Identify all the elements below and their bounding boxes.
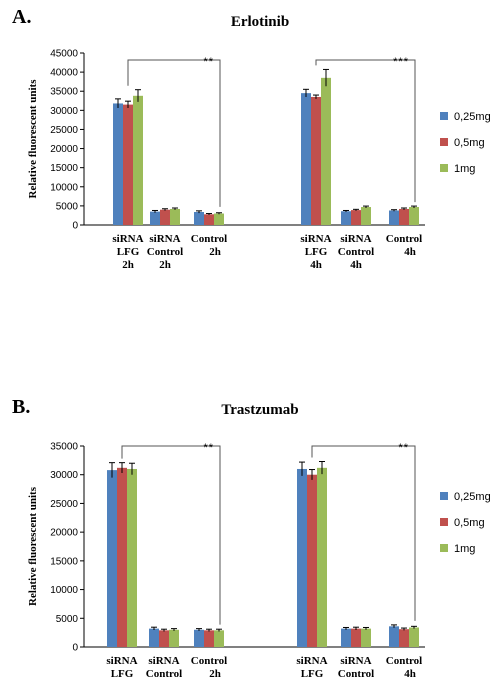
bar	[399, 629, 409, 647]
significance-label: **	[203, 442, 214, 454]
chart-title-a: Erlotinib	[230, 14, 290, 30]
bar-chart-a: 0 5000 10000 15000 20000 25000 30000 35000 40000…	[27, 49, 491, 272]
category-label: Control 4h	[386, 655, 422, 680]
y-axis-label: Relative fluorescent units	[27, 79, 39, 199]
chart-panel-a: A. Erlotinib 0 5000 10000 15000 20000 25000 30…	[0, 0, 500, 300]
legend-swatch	[440, 544, 448, 552]
bar	[399, 208, 409, 225]
bar-chart-b: 0 5000 10000 15000 20000 25000 30000 35000 Relat…	[27, 442, 491, 680]
bar	[113, 103, 123, 225]
category-label: Control 2h	[191, 233, 227, 258]
legend-label: 0,25mg	[454, 111, 491, 123]
y-tick-label: 25000	[50, 125, 78, 136]
bar	[149, 628, 159, 647]
y-tick-label: 45000	[50, 49, 78, 60]
category-label: Control 2h	[191, 655, 227, 680]
panel-letter-b: B.	[12, 396, 31, 418]
bar	[341, 211, 351, 225]
chart-title-b: Trastzumab	[221, 402, 299, 418]
bar	[117, 467, 127, 647]
bar	[107, 470, 117, 647]
bar	[123, 104, 133, 225]
y-tick-label: 15000	[50, 556, 78, 567]
bar	[361, 628, 371, 647]
bar	[307, 474, 317, 647]
significance-bracket	[121, 445, 221, 625]
panel-letter-a: A.	[12, 6, 32, 28]
category-label: Control 4h	[386, 233, 422, 258]
legend-swatch	[440, 518, 448, 526]
y-tick-label: 0	[72, 221, 78, 232]
y-tick-label: 5000	[56, 201, 79, 212]
bar	[133, 95, 143, 225]
bar	[361, 207, 371, 225]
y-tick-label: 15000	[50, 163, 78, 174]
legend-label: 0,5mg	[454, 517, 485, 529]
legend-label: 0,5mg	[454, 137, 485, 149]
bar	[170, 208, 180, 225]
y-tick-label: 5000	[56, 614, 79, 625]
significance-label: **	[398, 442, 409, 454]
bar	[127, 468, 137, 647]
bar	[204, 630, 214, 647]
y-tick-label: 20000	[50, 528, 78, 539]
bar	[389, 210, 399, 225]
chart-panel-b: B. Trastzumab 0 5000 10000 15000 20000 25000 3…	[0, 380, 500, 680]
bar	[351, 210, 361, 225]
significance-label: **	[203, 56, 214, 68]
bar	[297, 468, 307, 647]
bar	[311, 96, 321, 225]
bar	[169, 629, 179, 647]
bar	[150, 211, 160, 225]
y-tick-label: 10000	[50, 585, 78, 596]
bar	[204, 214, 214, 225]
bar	[194, 212, 204, 225]
significance-bracket	[311, 445, 416, 621]
bar	[409, 627, 419, 647]
y-tick-label: 0	[72, 643, 78, 654]
significance-label: ***	[393, 56, 409, 68]
legend-label: 0,25mg	[454, 491, 491, 503]
y-tick-label: 30000	[50, 106, 78, 117]
legend-swatch	[440, 164, 448, 172]
bar	[321, 77, 331, 225]
legend-swatch	[440, 112, 448, 120]
bar	[409, 207, 419, 225]
bar	[317, 467, 327, 647]
legend-label: 1mg	[454, 543, 475, 555]
bar	[214, 630, 224, 647]
significance-bracket	[127, 59, 221, 207]
bar	[351, 628, 361, 647]
significance-bracket	[315, 59, 416, 203]
legend-swatch	[440, 492, 448, 500]
y-tick-label: 25000	[50, 499, 78, 510]
y-tick-label: 35000	[50, 442, 78, 453]
y-tick-label: 30000	[50, 470, 78, 481]
bar	[214, 213, 224, 225]
legend-swatch	[440, 138, 448, 146]
y-axis-label: Relative fluorescent units	[27, 486, 39, 606]
bar	[194, 629, 204, 647]
y-tick-label: 20000	[50, 144, 78, 155]
bar	[301, 93, 311, 225]
y-tick-label: 40000	[50, 68, 78, 79]
bar	[341, 628, 351, 647]
bar	[160, 209, 170, 225]
y-tick-label: 35000	[50, 87, 78, 98]
bar	[389, 626, 399, 647]
legend-label: 1mg	[454, 163, 475, 175]
bar	[159, 630, 169, 647]
y-tick-label: 10000	[50, 182, 78, 193]
